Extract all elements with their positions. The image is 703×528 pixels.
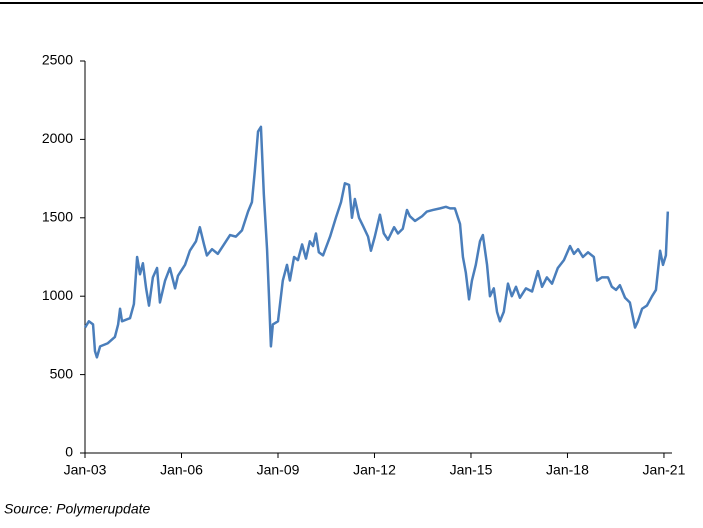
x-tick-label: Jan-06 bbox=[160, 462, 203, 478]
x-tick-label: Jan-03 bbox=[64, 462, 107, 478]
x-tick-label: Jan-09 bbox=[257, 462, 300, 478]
x-tick-label: Jan-18 bbox=[546, 462, 589, 478]
source-note: Source: Polymerupdate bbox=[4, 501, 151, 517]
y-tick-label: 500 bbox=[50, 365, 74, 381]
x-tick-label: Jan-12 bbox=[353, 462, 396, 478]
x-tick-label: Jan-21 bbox=[643, 462, 686, 478]
x-tick-label: Jan-15 bbox=[450, 462, 493, 478]
price-line bbox=[83, 125, 670, 359]
y-tick-label: 1000 bbox=[42, 287, 73, 303]
y-tick-label: 2000 bbox=[42, 130, 73, 146]
y-tick-label: 2500 bbox=[42, 52, 73, 68]
y-tick-label: 0 bbox=[65, 444, 73, 460]
y-tick-label: 1500 bbox=[42, 209, 73, 225]
